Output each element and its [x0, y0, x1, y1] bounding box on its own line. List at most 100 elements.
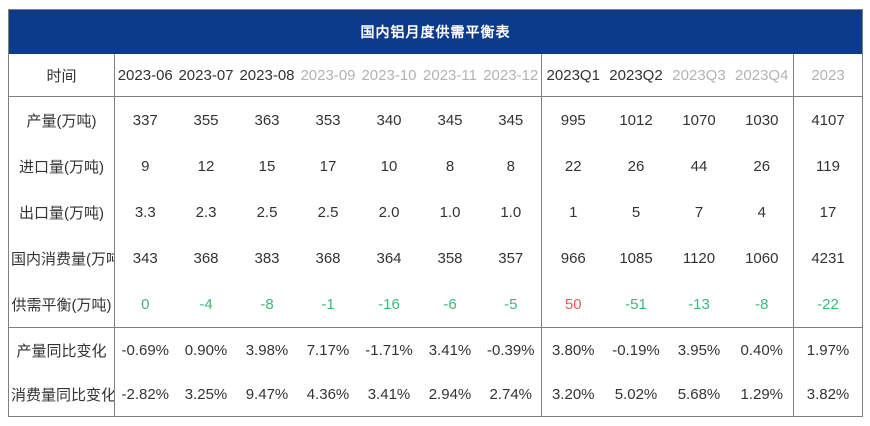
value-cell: 3.95%: [677, 341, 721, 359]
value-cell: 0.40%: [740, 341, 784, 359]
value-cell: 358: [437, 249, 463, 267]
title-bar: 国内铝月度供需平衡表: [8, 9, 863, 54]
value-cell: -0.39%: [486, 341, 535, 359]
column-header: 2023-06: [114, 54, 176, 97]
row-label: 产量同比变化: [8, 327, 115, 372]
value-cell: -2.82%: [121, 385, 170, 403]
value-cell: 3.41%: [367, 385, 411, 403]
value-cell: 368: [193, 249, 219, 267]
value-cell: 343: [132, 249, 158, 267]
row-label: 产量(万吨): [8, 96, 115, 143]
value-cell: 2.94%: [428, 385, 472, 403]
value-cell: 2.5: [317, 203, 339, 221]
table-row-exports: 出口量(万吨) 3.3 2.3 2.5 2.5 2.0 1.0 1.0 1 5 …: [8, 189, 863, 235]
value-cell: 1070: [682, 111, 716, 129]
table-row-production-yoy: 产量同比变化 -0.69% 0.90% 3.98% 7.17% -1.71% 3…: [8, 327, 863, 372]
value-cell: 4.36%: [306, 385, 350, 403]
value-cell: 1.29%: [740, 385, 784, 403]
value-cell: 5: [631, 203, 641, 221]
value-cell: 337: [132, 111, 158, 129]
column-header: 2023Q2: [604, 54, 668, 97]
value-cell: 1085: [619, 249, 653, 267]
value-cell: 22: [541, 143, 605, 189]
value-cell: 3.80%: [541, 327, 605, 372]
balance-value: 50: [541, 281, 605, 328]
value-cell: 3.20%: [541, 372, 605, 417]
value-cell: 26: [627, 157, 645, 175]
value-cell: 1.0: [500, 203, 522, 221]
value-cell: 364: [376, 249, 402, 267]
value-cell: 5.02%: [614, 385, 658, 403]
value-cell: 8: [445, 157, 455, 175]
value-cell: 355: [193, 111, 219, 129]
balance-value: -5: [480, 281, 542, 328]
value-cell: 966: [541, 235, 605, 281]
value-cell: -0.69%: [121, 341, 170, 359]
balance-value: -16: [358, 281, 420, 328]
table-row-imports: 进口量(万吨) 9 12 15 17 10 8 8 22 26 44 26 11…: [8, 143, 863, 189]
value-cell: 8: [506, 157, 515, 175]
value-cell: 3.25%: [184, 385, 228, 403]
value-cell: 15: [258, 157, 276, 175]
value-cell: 3.82%: [792, 372, 863, 417]
column-header: 2023Q4: [730, 54, 794, 97]
value-cell: 3.3: [134, 203, 156, 221]
value-cell: 1030: [745, 111, 779, 129]
column-header: 2023-08: [236, 54, 298, 97]
column-header: 2023-12: [480, 54, 542, 97]
value-cell: 1012: [619, 111, 653, 129]
column-header: 2023-09: [297, 54, 359, 97]
value-cell: 1.97%: [792, 327, 863, 372]
balance-value: -6: [419, 281, 481, 328]
column-header: 2023: [792, 54, 863, 97]
value-cell: 7.17%: [306, 341, 350, 359]
value-cell: 1120: [682, 249, 716, 267]
value-cell: 44: [690, 157, 708, 175]
balance-value: -8: [236, 281, 298, 328]
row-label: 供需平衡(万吨): [8, 281, 115, 328]
value-cell: 2.3: [195, 203, 217, 221]
value-cell: 340: [376, 111, 402, 129]
value-cell: 1.0: [439, 203, 461, 221]
value-cell: 2.5: [256, 203, 278, 221]
balance-value: -1: [297, 281, 359, 328]
value-cell: 12: [197, 157, 215, 175]
row-label: 出口量(万吨): [8, 189, 115, 235]
balance-value: -13: [667, 281, 731, 328]
value-cell: 9: [141, 157, 150, 175]
value-cell: 26: [753, 157, 771, 175]
table-row-consumption-yoy: 消费量同比变化 -2.82% 3.25% 9.47% 4.36% 3.41% 2…: [8, 372, 863, 417]
value-cell: 357: [498, 249, 524, 267]
balance-table-container: 国内铝月度供需平衡表 时间 2023-06 2023-07 2023-08 20…: [8, 9, 864, 417]
value-cell: 1: [541, 189, 605, 235]
value-cell: 2.0: [378, 203, 400, 221]
balance-value: 0: [114, 281, 176, 328]
value-cell: 17: [319, 157, 337, 175]
row-label: 进口量(万吨): [8, 143, 115, 189]
value-cell: 363: [254, 111, 280, 129]
value-cell: 119: [792, 143, 863, 189]
table-row-balance: 供需平衡(万吨) 0 -4 -8 -1 -16 -6 -5 50 -51 -13…: [8, 281, 863, 328]
table-row-production: 产量(万吨) 337 355 363 353 340 345 345 995 1…: [8, 96, 863, 143]
value-cell: 7: [694, 203, 704, 221]
value-cell: 383: [254, 249, 280, 267]
column-header: 2023-07: [175, 54, 237, 97]
header-row: 时间 2023-06 2023-07 2023-08 2023-09 2023-…: [8, 54, 863, 97]
balance-value: -51: [604, 281, 668, 328]
value-cell: 3.41%: [428, 341, 472, 359]
value-cell: 995: [541, 96, 605, 143]
column-header: 2023-11: [419, 54, 481, 97]
value-cell: 368: [315, 249, 341, 267]
value-cell: 0.90%: [184, 341, 228, 359]
value-cell: 1060: [745, 249, 779, 267]
balance-value: -4: [175, 281, 237, 328]
value-cell: 3.98%: [245, 341, 289, 359]
balance-value: -8: [730, 281, 794, 328]
value-cell: 4: [757, 203, 766, 221]
column-header-time: 时间: [8, 54, 115, 97]
value-cell: 10: [380, 157, 398, 175]
value-cell: -0.19%: [612, 341, 660, 359]
column-header: 2023Q1: [541, 54, 605, 97]
value-cell: 2.74%: [489, 385, 533, 403]
table-title: 国内铝月度供需平衡表: [8, 9, 863, 54]
